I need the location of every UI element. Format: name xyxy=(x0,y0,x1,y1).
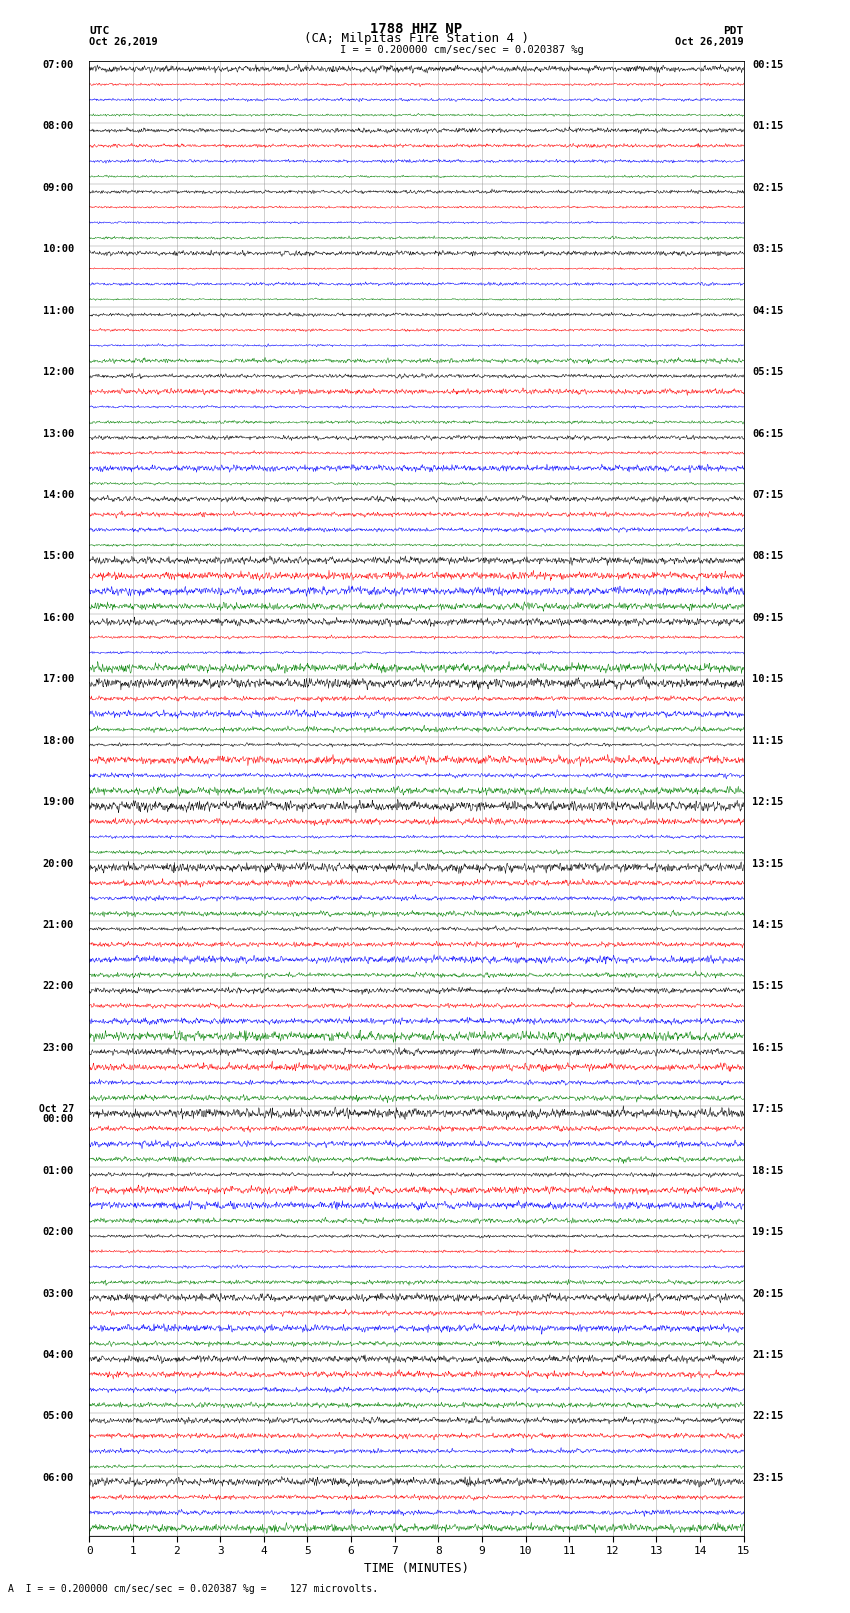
Text: 19:15: 19:15 xyxy=(752,1227,784,1237)
Text: 21:00: 21:00 xyxy=(42,919,74,931)
X-axis label: TIME (MINUTES): TIME (MINUTES) xyxy=(364,1561,469,1574)
Text: A  I = = 0.200000 cm/sec/sec = 0.020387 %g =    127 microvolts.: A I = = 0.200000 cm/sec/sec = 0.020387 %… xyxy=(8,1584,378,1594)
Text: 18:15: 18:15 xyxy=(752,1166,784,1176)
Text: 09:15: 09:15 xyxy=(752,613,784,623)
Text: 08:15: 08:15 xyxy=(752,552,784,561)
Text: 20:00: 20:00 xyxy=(42,858,74,869)
Text: 17:15: 17:15 xyxy=(752,1105,784,1115)
Text: 07:00: 07:00 xyxy=(42,60,74,69)
Text: 17:00: 17:00 xyxy=(42,674,74,684)
Text: 06:00: 06:00 xyxy=(42,1473,74,1482)
Text: 00:00: 00:00 xyxy=(42,1115,74,1124)
Text: PDT: PDT xyxy=(723,26,744,37)
Text: 01:15: 01:15 xyxy=(752,121,784,132)
Text: 03:00: 03:00 xyxy=(42,1289,74,1298)
Text: 03:15: 03:15 xyxy=(752,244,784,255)
Text: 20:15: 20:15 xyxy=(752,1289,784,1298)
Text: 12:15: 12:15 xyxy=(752,797,784,806)
Text: 00:15: 00:15 xyxy=(752,60,784,69)
Text: 13:00: 13:00 xyxy=(42,429,74,439)
Text: 13:15: 13:15 xyxy=(752,858,784,869)
Text: 05:00: 05:00 xyxy=(42,1411,74,1421)
Text: 02:15: 02:15 xyxy=(752,182,784,194)
Text: 10:00: 10:00 xyxy=(42,244,74,255)
Text: 04:00: 04:00 xyxy=(42,1350,74,1360)
Text: 15:00: 15:00 xyxy=(42,552,74,561)
Text: 05:15: 05:15 xyxy=(752,368,784,377)
Text: 02:00: 02:00 xyxy=(42,1227,74,1237)
Text: 11:15: 11:15 xyxy=(752,736,784,745)
Text: (CA; Milpitas Fire Station 4 ): (CA; Milpitas Fire Station 4 ) xyxy=(304,32,529,45)
Text: Oct 26,2019: Oct 26,2019 xyxy=(89,37,158,47)
Text: 1788 HHZ NP: 1788 HHZ NP xyxy=(371,23,462,37)
Text: UTC: UTC xyxy=(89,26,110,37)
Text: 14:00: 14:00 xyxy=(42,490,74,500)
Text: 04:15: 04:15 xyxy=(752,306,784,316)
Text: 22:15: 22:15 xyxy=(752,1411,784,1421)
Text: 06:15: 06:15 xyxy=(752,429,784,439)
Text: 23:15: 23:15 xyxy=(752,1473,784,1482)
Text: 09:00: 09:00 xyxy=(42,182,74,194)
Text: I = = 0.200000 cm/sec/sec = 0.020387 %g: I = = 0.200000 cm/sec/sec = 0.020387 %g xyxy=(340,45,584,55)
Text: 23:00: 23:00 xyxy=(42,1044,74,1053)
Text: 07:15: 07:15 xyxy=(752,490,784,500)
Text: 14:15: 14:15 xyxy=(752,919,784,931)
Text: Oct 26,2019: Oct 26,2019 xyxy=(675,37,744,47)
Text: 15:15: 15:15 xyxy=(752,981,784,992)
Text: Oct 27: Oct 27 xyxy=(39,1105,74,1115)
Text: 16:15: 16:15 xyxy=(752,1044,784,1053)
Text: 16:00: 16:00 xyxy=(42,613,74,623)
Text: 12:00: 12:00 xyxy=(42,368,74,377)
Text: 10:15: 10:15 xyxy=(752,674,784,684)
Text: 22:00: 22:00 xyxy=(42,981,74,992)
Text: 08:00: 08:00 xyxy=(42,121,74,132)
Text: 19:00: 19:00 xyxy=(42,797,74,806)
Text: 01:00: 01:00 xyxy=(42,1166,74,1176)
Text: 21:15: 21:15 xyxy=(752,1350,784,1360)
Text: 11:00: 11:00 xyxy=(42,306,74,316)
Text: 18:00: 18:00 xyxy=(42,736,74,745)
